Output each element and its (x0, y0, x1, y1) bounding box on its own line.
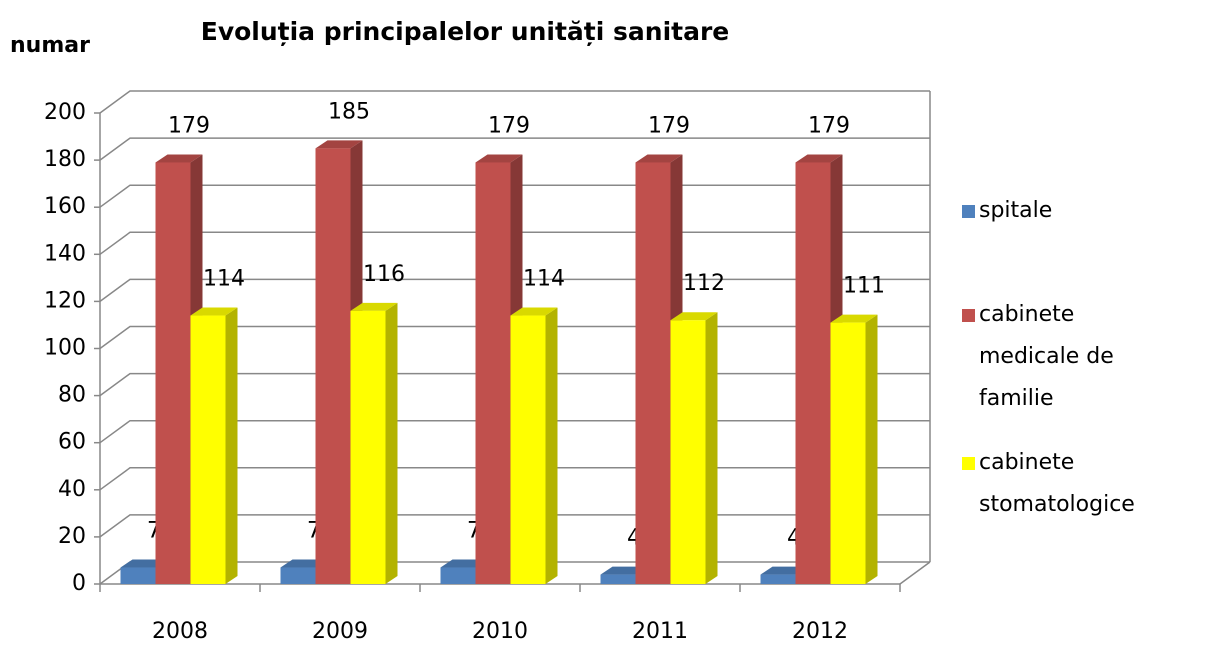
y-tick-label: 60 (58, 430, 86, 455)
chart-title: Evoluția principalelor unități sanitare (201, 17, 730, 46)
bar (350, 310, 386, 584)
bar (475, 162, 511, 584)
bar (635, 162, 671, 584)
bar-top (350, 302, 398, 311)
y-tick-label: 100 (44, 336, 86, 361)
bar-top (475, 154, 523, 163)
y-tick-label: 120 (44, 288, 86, 313)
legend-swatch (962, 457, 975, 470)
grid-line (99, 90, 930, 114)
y-tick-label: 160 (44, 194, 86, 219)
bar (120, 567, 156, 584)
legend-item: cabinete stomatologice (962, 442, 1202, 526)
y-tick-label: 20 (58, 524, 86, 549)
data-label: 179 (168, 113, 210, 138)
bar-side (225, 307, 238, 584)
bar (760, 574, 796, 584)
bar-side (705, 312, 718, 584)
legend-label: cabinete medicale de familie (979, 302, 1114, 411)
bar-top (155, 154, 203, 163)
bar-top (510, 307, 558, 316)
legend-item: spitale (962, 190, 1202, 232)
data-label: 116 (363, 262, 405, 287)
bar (795, 162, 831, 584)
y-tick-label: 40 (58, 477, 86, 502)
bar (510, 315, 546, 584)
data-label: 185 (328, 99, 370, 124)
bar-side (385, 302, 398, 584)
data-label: 179 (808, 113, 850, 138)
bar (440, 567, 476, 584)
wall-edge (899, 561, 931, 585)
x-tick-label: 2012 (792, 619, 848, 642)
legend-item: cabinete medicale de familie (962, 294, 1202, 420)
bar-top (315, 140, 363, 149)
legend-swatch (962, 309, 975, 322)
data-label: 179 (488, 113, 530, 138)
y-tick-label: 200 (44, 100, 86, 125)
legend-label: cabinete stomatologice (979, 450, 1135, 517)
legend: spitale cabinete medicale de familie cabin… (962, 190, 1202, 526)
bar-side (865, 314, 878, 584)
data-label: 114 (523, 267, 565, 292)
data-label: 111 (843, 274, 885, 299)
bar-top (635, 154, 683, 163)
bar (315, 148, 351, 584)
bar (830, 322, 866, 584)
bar-top (795, 154, 843, 163)
data-label: 114 (203, 267, 245, 292)
data-label: 112 (683, 271, 725, 296)
bar (190, 315, 226, 584)
bar (670, 320, 706, 584)
bar (280, 567, 316, 584)
y-tick-label: 140 (44, 241, 86, 266)
bar-top (190, 307, 238, 316)
y-tick-label: 80 (58, 383, 86, 408)
bar (600, 574, 636, 584)
x-tick-label: 2010 (472, 619, 528, 642)
grid-line (99, 137, 930, 161)
x-tick-label: 2008 (152, 619, 208, 642)
data-label: 179 (648, 113, 690, 138)
legend-swatch (962, 205, 975, 218)
bar (155, 162, 191, 584)
bar-top (670, 312, 718, 321)
x-tick-label: 2009 (312, 619, 368, 642)
bar-side (545, 307, 558, 584)
x-tick-label: 2011 (632, 619, 688, 642)
y-tick-label: 0 (72, 571, 86, 596)
y-axis-label: numar (10, 33, 90, 58)
y-tick-label: 180 (44, 147, 86, 172)
bar-top (830, 314, 878, 323)
legend-label: spitale (979, 198, 1053, 223)
